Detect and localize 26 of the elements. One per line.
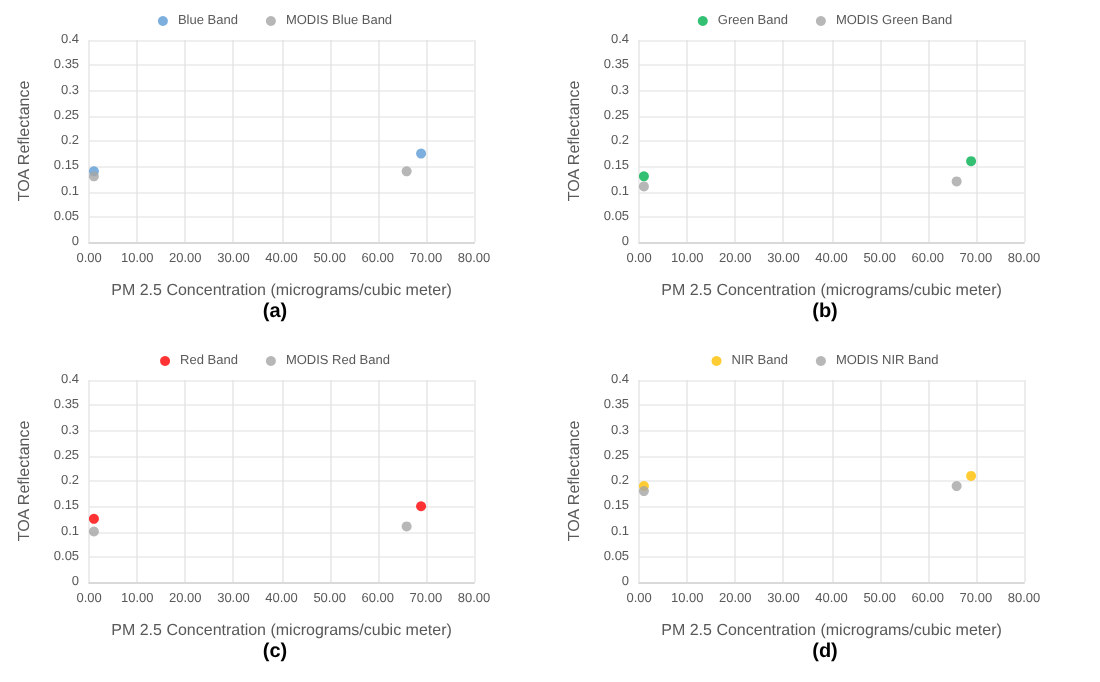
point <box>88 526 99 537</box>
point <box>638 486 649 497</box>
point <box>966 156 977 167</box>
point <box>401 166 412 177</box>
point <box>638 181 649 192</box>
x-axis-title: PM 2.5 Concentration (micrograms/cubic meter) <box>111 281 453 299</box>
point <box>638 171 649 182</box>
point <box>401 521 412 532</box>
text: (a) <box>262 301 288 323</box>
point <box>416 148 427 159</box>
text: (b) <box>812 301 838 323</box>
x-axis-title: PM 2.5 Concentration (micrograms/cubic meter) <box>661 621 1003 639</box>
x-axis-title: PM 2.5 Concentration (micrograms/cubic meter) <box>661 281 1003 299</box>
point <box>416 501 427 512</box>
y-axis-title: TOA Reflectance <box>565 79 583 202</box>
point <box>88 513 99 524</box>
text: (c) <box>262 641 288 663</box>
y-axis-title: TOA Reflectance <box>15 419 33 542</box>
text: (d) <box>812 641 838 663</box>
y-axis-title: TOA Reflectance <box>15 79 33 202</box>
point <box>966 470 977 481</box>
point <box>951 176 962 187</box>
point <box>88 171 99 182</box>
y-axis-title: TOA Reflectance <box>565 419 583 542</box>
x-axis-title: PM 2.5 Concentration (micrograms/cubic meter) <box>111 621 453 639</box>
point <box>951 481 962 492</box>
